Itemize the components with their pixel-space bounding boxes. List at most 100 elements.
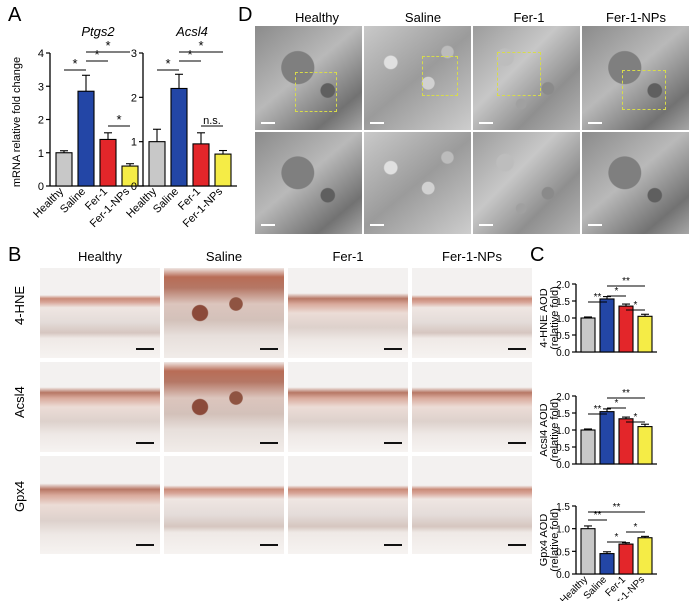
bar-saline <box>170 87 188 187</box>
bar-fer-1-nps <box>637 315 653 353</box>
ihc-acsl4-healthy <box>40 362 160 452</box>
y-tick-label: 3 <box>131 48 137 60</box>
chart-title: Acsl4 <box>175 24 208 39</box>
y-tick-label: 1.0 <box>556 426 570 437</box>
y-tick-label: 1.5 <box>556 409 570 420</box>
ihc-acsl4-saline <box>164 362 284 452</box>
tem-healthy-zoom <box>255 132 362 234</box>
significance-label: * <box>105 38 110 53</box>
ihc-gpx4-fer1 <box>288 456 408 554</box>
y-axis-label: Acsl4 AOD <box>540 403 550 456</box>
ihc-acsl4-fer1nps <box>412 362 532 452</box>
panel-b-col-healthy: Healthy <box>77 249 123 264</box>
significance-label: * <box>187 47 192 62</box>
y-tick-label: 0.0 <box>556 570 570 581</box>
scale-bar <box>384 348 402 350</box>
significance-label: ** <box>594 292 602 303</box>
bar-fer-1 <box>618 418 634 465</box>
significance-label: ** <box>594 404 602 415</box>
scale-bar <box>508 348 526 350</box>
panel-d-col-fer1: Fer-1 <box>513 10 545 25</box>
scale-bar <box>508 544 526 546</box>
y-tick-label: 1.0 <box>556 525 570 536</box>
panel-letter-d: D <box>238 4 253 26</box>
ihc-4hne-fer1 <box>288 268 408 358</box>
bar-saline <box>77 90 95 187</box>
y-axis-label: Gpx4 AOD <box>540 514 550 567</box>
bar-saline <box>599 411 615 465</box>
significance-label: * <box>198 38 203 53</box>
tem-saline-overview <box>364 26 471 130</box>
significance-label: ** <box>622 388 630 399</box>
y-axis-label: mRNA relative fold change <box>11 57 23 187</box>
tem-fer1-overview <box>473 26 580 130</box>
tem-fer1nps-zoom <box>582 132 689 234</box>
panel-letter-b: B <box>8 244 22 266</box>
bar-fer-1 <box>618 543 634 575</box>
y-tick-label: 1.5 <box>556 502 570 513</box>
scale-bar <box>136 348 154 350</box>
significance-label: * <box>634 412 638 423</box>
scale-bar <box>588 224 602 226</box>
bar-healthy <box>55 152 73 187</box>
significance-label: * <box>116 112 121 127</box>
x-tick-label: Saline <box>58 186 88 216</box>
significance-label: ** <box>613 502 621 513</box>
significance-label: n.s. <box>203 115 221 127</box>
y-tick-label: 2 <box>131 92 137 104</box>
y-tick-label: 0 <box>38 181 44 193</box>
scale-bar <box>260 544 278 546</box>
bar-fer-1-nps <box>637 537 653 575</box>
bar-healthy <box>580 528 596 575</box>
y-tick-label: 1 <box>38 148 44 160</box>
bar-fer-1-nps <box>214 153 232 187</box>
y-tick-label: 0 <box>131 181 137 193</box>
significance-label: * <box>634 300 638 311</box>
ihc-4hne-healthy <box>40 268 160 358</box>
panel-b-row-acsl4: Acsl4 <box>12 386 27 418</box>
scale-bar <box>384 442 402 444</box>
significance-label: * <box>615 286 619 297</box>
roi-box <box>622 70 666 110</box>
scale-bar <box>260 348 278 350</box>
panel-d-col-saline: Saline <box>404 10 442 25</box>
panel-b-row-gpx4: Gpx4 <box>12 480 27 512</box>
bar-healthy <box>580 429 596 465</box>
panel-letter-c: C <box>530 244 545 266</box>
scale-bar <box>136 442 154 444</box>
roi-box <box>422 56 458 96</box>
y-tick-label: 4 <box>38 48 44 60</box>
chart-title: Ptgs2 <box>81 24 115 39</box>
scale-bar <box>261 224 275 226</box>
panel-c-figure: 0.00.51.01.52.04-HNE AOD (relative fold) *… <box>540 276 657 601</box>
bar-fer-1-nps <box>637 426 653 465</box>
significance-label: ** <box>622 276 630 287</box>
significance-label: ** <box>594 510 602 521</box>
significance-label: * <box>94 47 99 62</box>
significance-label: * <box>72 56 77 71</box>
panel-d-col-fer1nps: Fer-1-NPs <box>606 10 666 25</box>
bar-fer-1 <box>618 305 634 353</box>
scale-bar <box>479 224 493 226</box>
y-axis-label-units: (relative fold) <box>549 398 561 462</box>
tem-saline-zoom <box>364 132 471 234</box>
ihc-gpx4-fer1nps <box>412 456 532 554</box>
tem-fer1nps-overview <box>582 26 689 130</box>
panel-b-col-fer1nps: Fer-1-NPs <box>442 249 502 264</box>
ihc-4hne-saline <box>164 268 284 358</box>
tem-healthy-overview <box>255 26 362 130</box>
panel-b-row-4hne: 4-HNE <box>12 285 27 325</box>
panel-b-col-fer1: Fer-1 <box>332 249 364 264</box>
ihc-gpx4-saline <box>164 456 284 554</box>
y-tick-label: 0.5 <box>556 547 570 558</box>
bar-fer-1 <box>99 138 117 187</box>
ihc-acsl4-fer1 <box>288 362 408 452</box>
roi-box <box>295 72 337 112</box>
scale-bar <box>136 544 154 546</box>
y-tick-label: 2 <box>38 115 44 127</box>
roi-box <box>497 52 541 96</box>
y-tick-label: 0.5 <box>556 443 570 454</box>
y-tick-label: 3 <box>38 81 44 93</box>
y-axis-label: 4-HNE AOD <box>540 288 550 347</box>
